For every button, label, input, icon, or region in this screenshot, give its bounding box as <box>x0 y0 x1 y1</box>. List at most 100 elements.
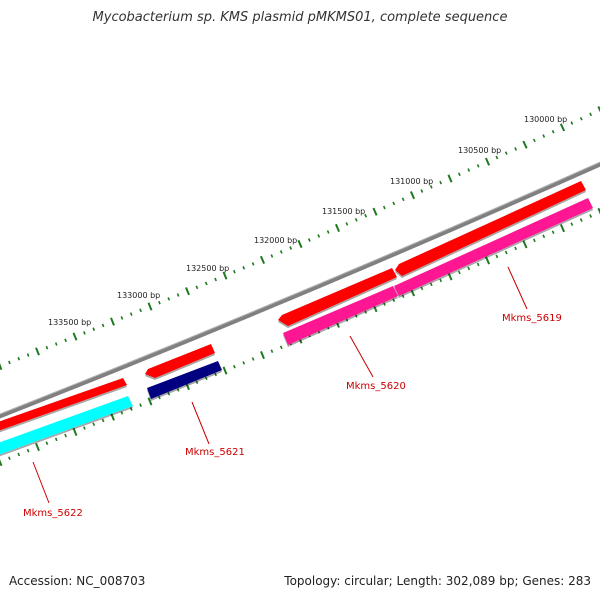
outer-scale-tick <box>8 360 11 365</box>
inner-scale-tick <box>279 345 283 350</box>
inner-scale-tick <box>167 391 171 396</box>
inner-scale-tick <box>429 282 433 287</box>
leader-mkms-5619 <box>507 266 528 310</box>
outer-scale-tick <box>35 347 40 356</box>
inner-scale-tick <box>147 397 153 406</box>
outer-scale-tick <box>559 123 566 132</box>
outer-scale-tick <box>167 297 171 301</box>
forward-gene-segment-3[interactable] <box>278 268 397 326</box>
inner-scale-tick <box>495 254 499 259</box>
outer-scale-tick <box>185 287 190 296</box>
outer-scale-tick <box>317 234 321 238</box>
cds-mkms-5619[interactable] <box>394 198 593 296</box>
inner-scale-tick <box>204 376 208 381</box>
inner-scale-ticks <box>0 207 600 467</box>
outer-scale-tick <box>532 138 536 143</box>
outer-scale-tick <box>504 151 508 155</box>
inner-scale-tick <box>120 411 124 415</box>
inner-scale-tick <box>504 250 508 255</box>
inner-scale-tick <box>195 380 199 384</box>
gene-label-mkms-5622[interactable]: Mkms_5622 <box>23 508 83 519</box>
outer-scale-tick <box>326 230 330 234</box>
inner-scale-tick <box>110 412 115 421</box>
outer-scale-tick <box>259 255 266 264</box>
inner-scale-tick <box>214 372 217 377</box>
inner-scale-tick <box>26 448 30 453</box>
outer-scale-tick <box>392 201 396 206</box>
gene-label-mkms-5620[interactable]: Mkms_5620 <box>346 381 406 392</box>
outer-scale-tick <box>92 327 96 331</box>
inner-scale-tick <box>551 230 555 235</box>
outer-scale-tick <box>297 239 303 249</box>
scale-label-132000: 132000 bp <box>254 236 297 245</box>
inner-scale-tick <box>242 361 246 365</box>
outer-scale-tick <box>354 217 358 222</box>
scale-label-130500: 130500 bp <box>458 146 501 155</box>
outer-scale-tick <box>579 116 583 121</box>
scale-label-133500: 133500 bp <box>48 318 91 327</box>
scale-labels: 130000 bp 130500 bp 131000 bp 131500 bp … <box>48 115 567 327</box>
inner-scale-tick <box>72 427 78 436</box>
scale-label-131000: 131000 bp <box>390 177 433 186</box>
outer-scale-tick <box>139 308 142 313</box>
outer-scale-tick <box>447 174 453 183</box>
inner-scale-tick <box>0 459 3 467</box>
outer-scale-tick <box>0 363 3 371</box>
forward-gene-segment-1[interactable] <box>0 378 127 432</box>
outer-scale-tick <box>110 317 115 326</box>
inner-scale-tick <box>392 298 396 303</box>
outer-scale-tick <box>382 205 386 210</box>
outer-scale-tick <box>45 345 49 350</box>
inner-scale-tick <box>35 442 40 452</box>
inner-scale-tick <box>597 207 600 215</box>
forward-gene-segment-2[interactable] <box>145 344 215 378</box>
inner-scale-tick <box>176 388 180 392</box>
outer-scale-tick <box>120 316 124 320</box>
outer-scale-tick <box>129 312 133 316</box>
outer-scale-tick <box>570 121 574 125</box>
gene-label-mkms-5619[interactable]: Mkms_5619 <box>502 313 562 324</box>
inner-scale-tick <box>383 302 386 306</box>
inner-scale-tick <box>54 437 58 442</box>
inner-scale-tick <box>260 351 265 360</box>
outer-scale-tick <box>222 271 228 280</box>
inner-scale-tick <box>92 422 96 427</box>
inner-scale-tick <box>420 286 424 291</box>
inner-scale-tick <box>45 441 49 445</box>
inner-scale-tick <box>139 403 142 407</box>
leader-mkms-5620 <box>349 335 374 378</box>
topology-stats-text: Topology: circular; Length: 302,089 bp; … <box>284 574 591 588</box>
outer-scale-tick <box>589 112 593 117</box>
cds-mkms-5620[interactable] <box>283 286 398 345</box>
outer-scale-tick <box>495 155 499 160</box>
outer-scale-tick <box>457 172 461 177</box>
backbone-arc-highlight <box>0 161 600 415</box>
outer-scale-tick <box>439 180 443 185</box>
inner-scale-tick <box>542 234 546 239</box>
outer-scale-ticks <box>0 105 600 371</box>
leader-mkms-5622 <box>32 461 50 504</box>
outer-scale-tick <box>147 302 153 311</box>
outer-scale-tick <box>233 269 236 274</box>
gene-label-mkms-5621[interactable]: Mkms_5621 <box>185 447 245 458</box>
outer-scale-tick <box>467 168 471 172</box>
scale-label-132500: 132500 bp <box>186 264 229 273</box>
outer-scale-tick <box>176 293 180 297</box>
cds-mkms-5621[interactable] <box>147 361 222 399</box>
inner-scale-tick <box>8 456 11 461</box>
forward-gene-track <box>0 181 586 432</box>
forward-gene-segment-4[interactable] <box>395 181 586 276</box>
outer-scale-tick <box>158 300 161 305</box>
cds-mkms-5622[interactable] <box>0 396 133 456</box>
outer-scale-tick <box>401 197 405 202</box>
outer-scale-tick <box>72 332 78 341</box>
inner-scale-tick <box>579 218 583 222</box>
outer-scale-tick <box>214 277 217 282</box>
outer-scale-tick <box>542 134 546 138</box>
inner-scale-tick <box>570 222 574 226</box>
outer-scale-tick <box>409 191 416 200</box>
backbone-arc <box>0 161 600 419</box>
inner-scale-tick <box>364 310 367 314</box>
inner-scale-tick <box>270 349 274 353</box>
inner-scale-tick <box>439 278 443 283</box>
